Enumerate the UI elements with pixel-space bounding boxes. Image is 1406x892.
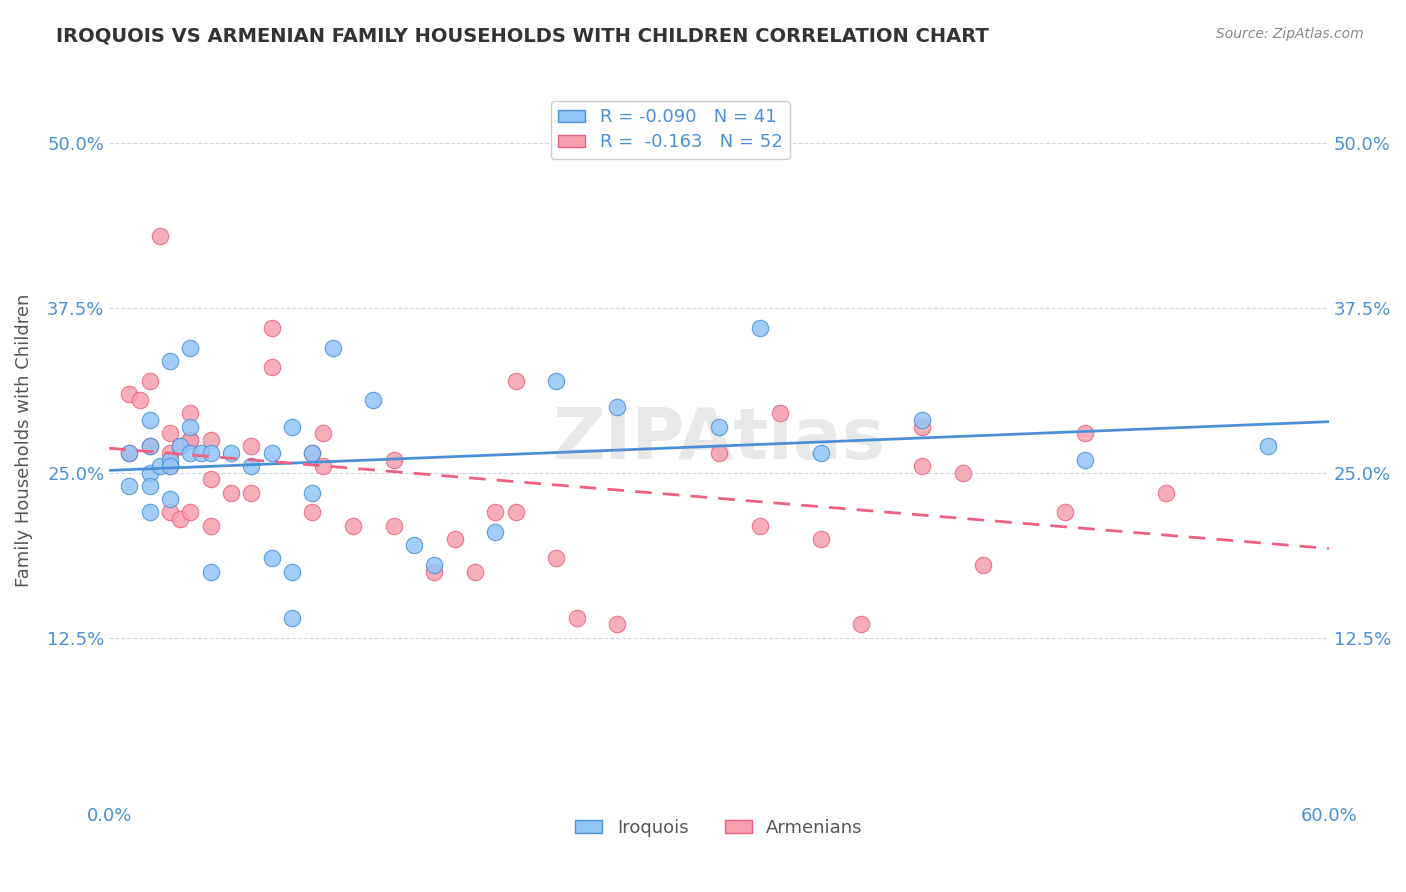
Iroquois (219, 446, 242, 460)
Iroquois (423, 558, 446, 572)
Iroquois (169, 439, 191, 453)
Armenians (382, 518, 405, 533)
Iroquois (1257, 439, 1279, 453)
Armenians (200, 433, 222, 447)
Iroquois (190, 446, 212, 460)
Armenians (118, 386, 141, 401)
Armenians (200, 518, 222, 533)
Armenians (423, 565, 446, 579)
Armenians (911, 459, 934, 474)
Armenians (1053, 505, 1076, 519)
Armenians (606, 617, 628, 632)
Iroquois (707, 419, 730, 434)
Iroquois (260, 551, 283, 566)
Iroquois (484, 525, 506, 540)
Iroquois (281, 611, 304, 625)
Armenians (1074, 426, 1097, 441)
Armenians (301, 505, 323, 519)
Armenians (159, 446, 181, 460)
Text: ZIPAtlas: ZIPAtlas (553, 405, 886, 475)
Armenians (149, 228, 172, 243)
Armenians (219, 485, 242, 500)
Armenians (911, 419, 934, 434)
Iroquois (322, 341, 344, 355)
Armenians (565, 611, 588, 625)
Armenians (159, 505, 181, 519)
Armenians (707, 446, 730, 460)
Armenians (810, 532, 832, 546)
Armenians (546, 551, 568, 566)
Iroquois (118, 479, 141, 493)
Iroquois (546, 374, 568, 388)
Armenians (342, 518, 364, 533)
Armenians (240, 485, 263, 500)
Armenians (128, 393, 150, 408)
Armenians (118, 446, 141, 460)
Armenians (139, 439, 162, 453)
Iroquois (139, 439, 162, 453)
Iroquois (911, 413, 934, 427)
Iroquois (118, 446, 141, 460)
Armenians (159, 459, 181, 474)
Text: IROQUOIS VS ARMENIAN FAMILY HOUSEHOLDS WITH CHILDREN CORRELATION CHART: IROQUOIS VS ARMENIAN FAMILY HOUSEHOLDS W… (56, 27, 988, 45)
Iroquois (179, 419, 201, 434)
Iroquois (159, 492, 181, 507)
Armenians (240, 439, 263, 453)
Armenians (311, 426, 333, 441)
Iroquois (810, 446, 832, 460)
Armenians (464, 565, 486, 579)
Armenians (484, 505, 506, 519)
Armenians (972, 558, 994, 572)
Armenians (260, 360, 283, 375)
Iroquois (139, 413, 162, 427)
Armenians (505, 505, 527, 519)
Armenians (260, 321, 283, 335)
Armenians (179, 505, 201, 519)
Iroquois (1074, 452, 1097, 467)
Armenians (200, 472, 222, 486)
Iroquois (281, 565, 304, 579)
Iroquois (179, 341, 201, 355)
Armenians (179, 433, 201, 447)
Armenians (179, 433, 201, 447)
Armenians (748, 518, 770, 533)
Legend: Iroquois, Armenians: Iroquois, Armenians (568, 812, 870, 844)
Iroquois (159, 459, 181, 474)
Iroquois (159, 452, 181, 467)
Armenians (443, 532, 465, 546)
Armenians (851, 617, 873, 632)
Iroquois (748, 321, 770, 335)
Iroquois (301, 446, 323, 460)
Armenians (139, 374, 162, 388)
Iroquois (200, 446, 222, 460)
Iroquois (139, 466, 162, 480)
Iroquois (159, 353, 181, 368)
Iroquois (179, 446, 201, 460)
Text: Source: ZipAtlas.com: Source: ZipAtlas.com (1216, 27, 1364, 41)
Iroquois (363, 393, 385, 408)
Iroquois (260, 446, 283, 460)
Armenians (311, 459, 333, 474)
Iroquois (149, 459, 172, 474)
Iroquois (240, 459, 263, 474)
Y-axis label: Family Households with Children: Family Households with Children (15, 293, 32, 587)
Iroquois (281, 419, 304, 434)
Iroquois (200, 565, 222, 579)
Iroquois (139, 479, 162, 493)
Iroquois (301, 485, 323, 500)
Armenians (769, 407, 792, 421)
Armenians (505, 374, 527, 388)
Iroquois (606, 400, 628, 414)
Armenians (179, 407, 201, 421)
Armenians (1154, 485, 1177, 500)
Armenians (169, 439, 191, 453)
Armenians (952, 466, 974, 480)
Armenians (159, 426, 181, 441)
Armenians (169, 512, 191, 526)
Iroquois (402, 538, 425, 552)
Armenians (382, 452, 405, 467)
Iroquois (139, 505, 162, 519)
Armenians (301, 446, 323, 460)
